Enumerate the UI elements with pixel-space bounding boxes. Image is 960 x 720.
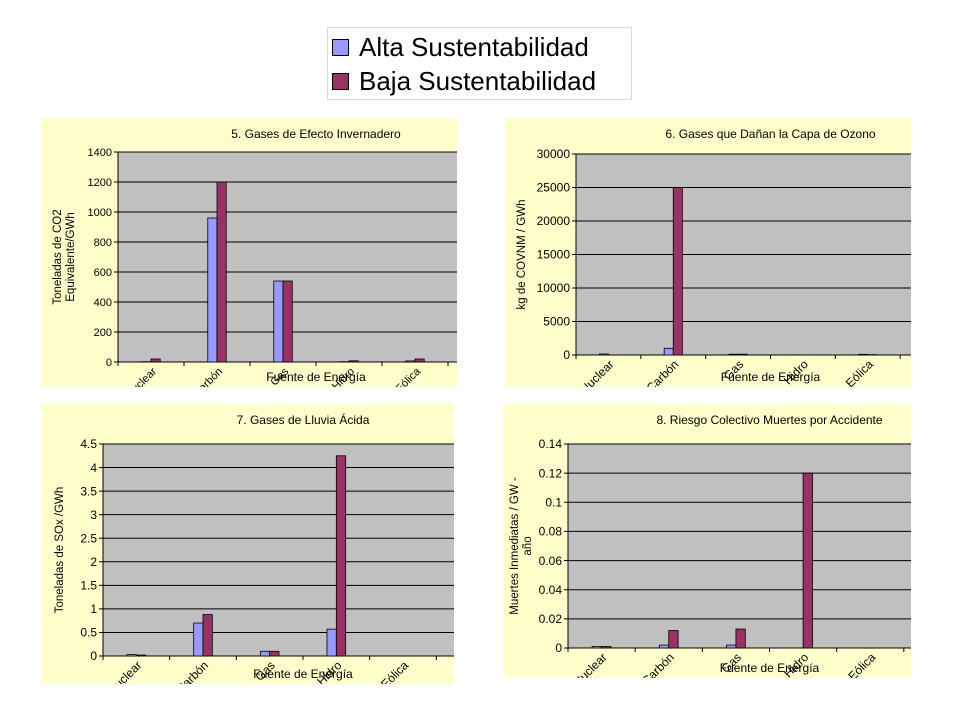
- legend-item-alta: Alta Sustentabilidad: [332, 32, 589, 62]
- y-tick-label: 0.5: [80, 626, 97, 640]
- chart-title: 5. Gases de Efecto Invernadero: [231, 127, 401, 141]
- bar-baja-carbón: [202, 614, 213, 657]
- y-tick-label: 0: [555, 641, 562, 655]
- y-axis-title: Toneladas de SOx /GWh: [54, 487, 66, 614]
- chart-panel-acid-rain-gases: 0 0.5 1 1.5 2 2.5 3 3.5 4 4.5 Nuclear Carbón Gas Hidr…: [41, 404, 454, 684]
- y-tick-label: 600: [94, 267, 112, 279]
- bar-alta-eólica: [858, 353, 869, 356]
- bar-alta-nuclear: [126, 654, 137, 657]
- y-axis-title: Muertes Inmediatas / GW -: [509, 477, 521, 615]
- x-axis-title: Fuente de Energía: [253, 667, 353, 681]
- y-tick-label: 10000: [537, 281, 571, 295]
- x-axis-title: Fuente de Energía: [266, 370, 366, 384]
- y-axis-title: Equivalente/GWh: [65, 212, 77, 302]
- chart-title: 6. Gases que Dañan la Capa de Ozono: [665, 127, 875, 141]
- y-tick-label: 200: [94, 327, 112, 339]
- bar-alta-carbón: [658, 644, 670, 649]
- y-tick-label: 30000: [537, 147, 571, 161]
- chart-panel-ozone-gases: 0 5000 10000 15000 20000 25000 30000 Nuclear Car…: [505, 118, 911, 387]
- bar-baja-carbón: [672, 187, 683, 356]
- y-tick-label: 1.5: [80, 579, 97, 593]
- chart-title: 8. Riesgo Colectivo Muertes por Accident…: [656, 413, 882, 427]
- legend-item-baja: Baja Sustentabilidad: [332, 66, 596, 96]
- bar-alta-hidro: [326, 628, 337, 657]
- y-tick-label: 1200: [88, 177, 112, 189]
- bar-alta-gas: [728, 353, 739, 356]
- bar-alta-carbón: [663, 347, 674, 356]
- bar-baja-hidro: [335, 455, 347, 657]
- legend-swatch-alta: [332, 38, 349, 56]
- y-tick-label: 15000: [537, 248, 571, 262]
- bar-baja-gas: [737, 353, 748, 356]
- bar-baja-gas: [735, 628, 746, 649]
- bar-alta-nuclear: [591, 646, 602, 649]
- y-tick-label: 800: [94, 237, 112, 249]
- legend-label-alta: Alta Sustentabilidad: [359, 31, 589, 62]
- y-axis-title: kg de COVNM / GWh: [516, 200, 528, 310]
- y-tick-label: 0.06: [539, 554, 563, 568]
- y-tick-label: 25000: [537, 181, 571, 195]
- y-tick-label: 20000: [537, 214, 571, 228]
- y-tick-label: 0: [90, 649, 97, 663]
- y-tick-label: 1000: [88, 207, 112, 219]
- y-tick-label: 0.14: [539, 437, 563, 451]
- bar-alta-gas: [273, 280, 284, 363]
- y-tick-label: 0.04: [539, 583, 563, 597]
- bar-alta-gas: [259, 650, 271, 657]
- y-tick-label: 0: [563, 348, 570, 362]
- bar-baja-gas: [282, 280, 293, 363]
- y-tick-label: 0.12: [539, 466, 563, 480]
- y-tick-label: 0: [106, 357, 112, 369]
- bar-alta-carbón: [193, 622, 204, 657]
- chart-title: 7. Gases de Lluvia Ácida: [237, 412, 370, 427]
- legend-label-baja: Baja Sustentabilidad: [359, 65, 597, 96]
- bar-baja-nuclear: [150, 358, 161, 363]
- plot-area: [567, 443, 911, 649]
- y-tick-label: 0.02: [539, 612, 563, 626]
- x-axis-title: Fuente de Energía: [720, 661, 820, 675]
- bar-baja-carbón: [216, 181, 227, 363]
- legend-swatch-baja: [332, 72, 349, 90]
- bar-alta-eólica: [405, 360, 416, 363]
- bar-baja-eólica: [414, 358, 425, 363]
- y-axis-title: Toneladas de CO2: [52, 209, 64, 304]
- bar-baja-hidro: [348, 360, 359, 363]
- y-tick-label: 4.5: [80, 437, 97, 451]
- y-tick-label: 1: [90, 602, 97, 616]
- y-tick-label: 5000: [543, 315, 570, 329]
- bar-baja-carbón: [668, 630, 679, 649]
- chart-legend: Alta Sustentabilidad Baja Sustentabilida…: [327, 27, 632, 100]
- y-tick-label: 400: [94, 297, 112, 309]
- bar-baja-nuclear: [135, 654, 147, 657]
- plot-area: [102, 443, 454, 657]
- y-tick-label: 3: [90, 508, 97, 522]
- chart-panel-greenhouse-gases: 0 200 400 600 800 1000 1200 1400 Nuclear Carbón Ga…: [41, 118, 457, 387]
- chart-panel-accident-deaths: 0 0.02 0.04 0.06 0.08 0.1 0.12 0.14 Nuclear Carbó…: [503, 404, 911, 678]
- y-tick-label: 0.1: [545, 495, 562, 509]
- x-axis-title: Fuente de Energía: [721, 370, 821, 384]
- bar-baja-gas: [269, 650, 280, 657]
- bar-alta-carbón: [207, 217, 218, 363]
- bar-baja-nuclear: [601, 646, 612, 649]
- y-tick-label: 2.5: [80, 531, 97, 545]
- bar-baja-hidro: [802, 472, 813, 649]
- y-tick-label: 3.5: [80, 484, 97, 498]
- bar-alta-nuclear: [598, 353, 609, 356]
- y-axis-title: año: [522, 536, 534, 555]
- y-tick-label: 1400: [88, 147, 112, 159]
- y-tick-label: 2: [90, 555, 97, 569]
- y-tick-label: 4: [90, 461, 97, 475]
- bar-alta-gas: [726, 644, 737, 649]
- y-tick-label: 0.08: [539, 525, 563, 539]
